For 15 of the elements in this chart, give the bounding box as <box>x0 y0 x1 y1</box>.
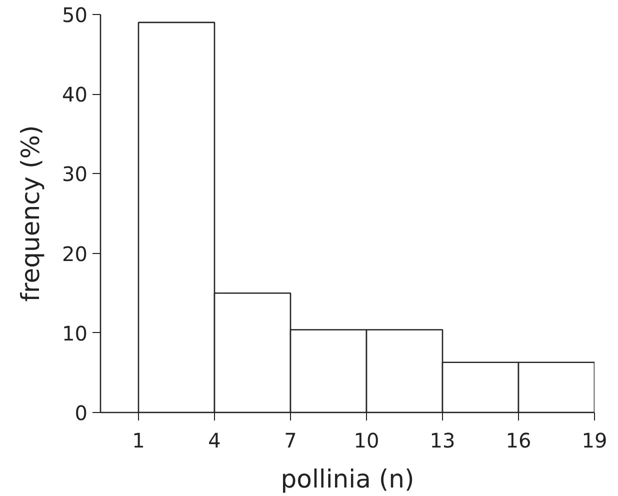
y-tick-label: 50 <box>62 3 88 27</box>
x-axis-title: pollinia (n) <box>280 464 414 494</box>
y-tick-label: 20 <box>62 242 88 266</box>
y-tick-label: 40 <box>62 82 88 107</box>
x-tick-label: 13 <box>430 428 456 452</box>
y-tick-label: 30 <box>62 162 88 186</box>
x-tick-label: 4 <box>208 428 221 452</box>
x-tick-label: 16 <box>506 428 532 452</box>
y-tick-label: 0 <box>74 401 88 425</box>
y-tick-label: 10 <box>62 321 88 346</box>
x-tick-label: 7 <box>284 428 297 452</box>
y-axis-title: frequency (%) <box>16 125 46 302</box>
x-tick-label: 10 <box>354 428 380 452</box>
x-tick-label: 19 <box>582 428 608 452</box>
x-tick-label: 1 <box>132 428 145 452</box>
